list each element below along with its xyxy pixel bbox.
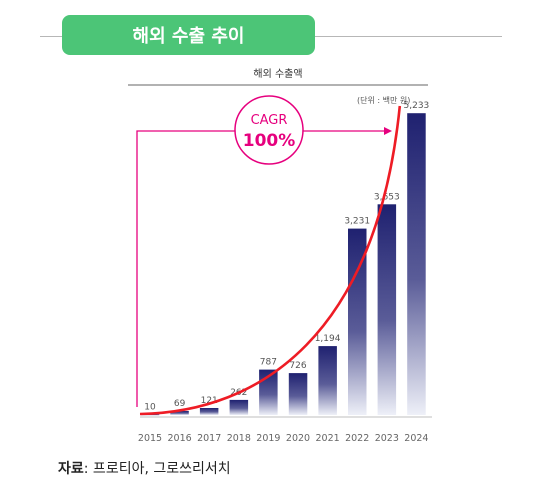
bar-2019: [259, 369, 278, 415]
bar-2020: [288, 373, 308, 415]
source-prefix: 자료: [58, 461, 84, 477]
value-label-2016: 69: [174, 399, 186, 409]
section-title: 해외 수출 추이: [62, 15, 315, 55]
cagr-circle: [234, 95, 304, 165]
bar-2018: [229, 399, 249, 415]
bar-2023: [377, 204, 397, 415]
value-label-2023: 3,653: [374, 192, 400, 202]
bar-2017: [199, 408, 219, 415]
x-tick-2022: 2022: [345, 433, 369, 444]
bar-2016: [170, 411, 189, 415]
value-label-2020: 726: [289, 361, 306, 371]
x-tick-2016: 2016: [168, 433, 192, 444]
unit-note: (단위 : 백만 원): [357, 95, 410, 105]
cagr-value: 100%: [243, 131, 296, 151]
trend-line: [139, 105, 402, 416]
x-tick-2019: 2019: [256, 433, 280, 444]
x-tick-2018: 2018: [227, 433, 251, 444]
chart-title: 해외 수출액: [253, 67, 302, 80]
bar-2022: [348, 228, 367, 415]
x-tick-2023: 2023: [375, 433, 399, 444]
value-label-2024: 5,233: [404, 101, 430, 111]
value-label-2017: 121: [201, 396, 218, 406]
x-tick-2021: 2021: [316, 433, 340, 444]
header-rule-right: [315, 36, 502, 37]
bars: [140, 113, 426, 416]
header-rule-left: [40, 36, 62, 37]
value-label-2019: 787: [260, 358, 277, 368]
bar-2021: [318, 346, 337, 415]
value-label-2015: 10: [144, 402, 156, 412]
bar-2024: [407, 113, 426, 415]
source-text: : 프로티아, 그로쓰리서치: [83, 461, 231, 477]
x-tick-2015: 2015: [138, 433, 162, 444]
value-label-2021: 1,194: [315, 334, 341, 344]
x-tick-2017: 2017: [197, 433, 221, 444]
value-label-2022: 3,231: [344, 217, 370, 227]
cagr-label: CAGR: [251, 113, 288, 128]
source-note: 자료: 프로티아, 그로쓰리서치: [58, 458, 231, 478]
x-tick-labels: 2015 2016 2017 2018 2019 2020 2021 2022 2023 2024: [138, 433, 429, 444]
x-tick-2024: 2024: [404, 433, 428, 444]
x-tick-2020: 2020: [286, 433, 310, 444]
cagr-arrow: [136, 127, 392, 407]
